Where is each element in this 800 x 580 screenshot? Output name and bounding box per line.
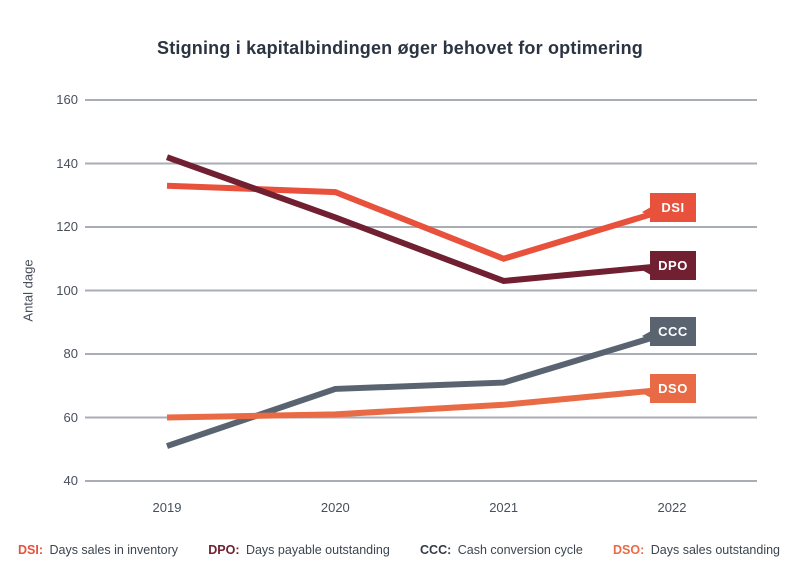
legend-item-dsi: DSI: Days sales in inventory <box>18 543 178 557</box>
x-tick-label: 2021 <box>489 500 519 515</box>
legend-description: Days sales in inventory <box>46 543 179 557</box>
x-tick-label: 2020 <box>320 500 350 515</box>
series-line-dpo <box>165 154 673 285</box>
x-tick-label: 2022 <box>657 500 687 515</box>
y-tick-label: 140 <box>56 155 78 171</box>
legend-item-dpo: DPO: Days payable outstanding <box>208 543 390 557</box>
series-line-ccc <box>166 328 673 449</box>
legend: DSI: Days sales in inventory DPO: Days pa… <box>18 543 780 557</box>
series-label-dpo: DPO <box>642 250 696 280</box>
legend-abbr: CCC: <box>420 543 452 557</box>
legend-item-dso: DSO: Days sales outstanding <box>613 543 780 557</box>
series-label-pointer-icon <box>642 264 651 275</box>
series-label-dsi: DSI <box>642 193 696 223</box>
legend-abbr: DPO: <box>208 543 240 557</box>
legend-description: Cash conversion cycle <box>454 543 583 557</box>
legend-abbr: DSI: <box>18 543 43 557</box>
x-tick-label: 2019 <box>152 500 182 515</box>
legend-item-ccc: CCC: Cash conversion cycle <box>420 543 583 557</box>
series-label-pointer-icon <box>642 388 651 399</box>
y-tick-label: 60 <box>63 409 78 425</box>
series-label-pointer-icon <box>642 207 651 218</box>
y-tick-label: 160 <box>56 92 78 107</box>
y-tick-label: 80 <box>63 346 78 361</box>
y-tick-label: 100 <box>56 282 78 298</box>
legend-abbr: DSO: <box>613 543 645 557</box>
chart-title: Stigning i kapitalbindingen øger behovet… <box>156 38 643 58</box>
legend-description: Days payable outstanding <box>242 543 390 557</box>
series-label-dso: DSO <box>642 374 696 404</box>
series-label-ccc: CCC <box>642 317 696 347</box>
legend-description: Days sales outstanding <box>647 543 780 557</box>
series-label-pointer-icon <box>642 331 651 342</box>
y-tick-label: 120 <box>56 219 78 234</box>
series-line-dso <box>166 385 673 421</box>
y-tick-label: 40 <box>63 473 78 488</box>
